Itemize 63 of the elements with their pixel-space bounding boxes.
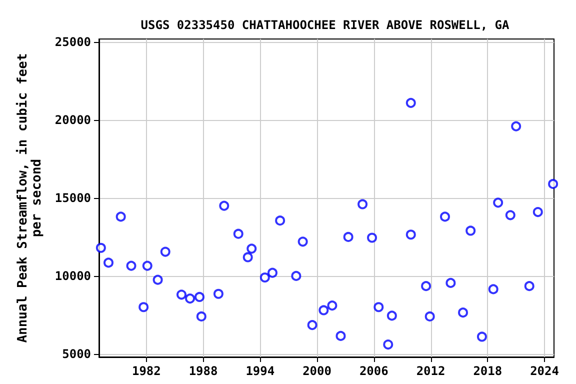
point <box>406 98 416 108</box>
point <box>446 278 456 288</box>
point <box>275 216 286 226</box>
x-tick-label: 2012 <box>416 364 446 378</box>
point <box>318 305 329 316</box>
point <box>185 294 196 304</box>
point <box>160 246 170 257</box>
x-tick-label: 1988 <box>188 364 218 378</box>
chart-title: USGS 02335450 CHATTAHOOCHEE RIVER ABOVE ROSWELL, GA <box>140 18 510 32</box>
point <box>327 300 338 311</box>
point <box>336 330 346 341</box>
point <box>358 199 368 210</box>
point <box>488 284 498 294</box>
point <box>383 340 394 350</box>
point <box>267 268 278 278</box>
point <box>260 272 270 282</box>
point <box>458 308 468 318</box>
point <box>246 244 257 254</box>
point <box>493 198 504 208</box>
point <box>233 228 244 239</box>
point <box>343 232 354 242</box>
point <box>152 274 163 285</box>
point <box>142 260 152 271</box>
y-tick-label: 10000 <box>54 268 92 283</box>
point <box>104 258 114 268</box>
y-tick-label: 15000 <box>54 191 92 205</box>
point <box>524 281 534 292</box>
point <box>406 230 416 240</box>
point <box>386 310 397 321</box>
point <box>194 292 204 302</box>
point <box>176 290 186 300</box>
point <box>219 200 230 211</box>
y-tick-label: 25000 <box>54 35 92 50</box>
point <box>440 212 450 222</box>
point <box>138 302 149 312</box>
x-tick-label: 1994 <box>246 364 275 378</box>
point <box>298 236 308 247</box>
point <box>126 260 136 271</box>
x-tick-label: 2000 <box>302 364 332 378</box>
x-tick-label: 2024 <box>530 364 559 378</box>
point <box>291 270 302 281</box>
x-tick-label: 2018 <box>473 364 502 378</box>
point <box>548 178 558 189</box>
point <box>116 212 126 222</box>
point <box>511 121 522 132</box>
point <box>466 226 476 236</box>
x-tick-label: 1982 <box>132 364 161 378</box>
point <box>374 302 384 312</box>
point <box>476 332 487 342</box>
point <box>505 210 516 220</box>
point <box>213 288 224 299</box>
point <box>532 207 543 218</box>
point <box>424 311 435 322</box>
point <box>367 232 378 243</box>
y-tick-label: 5000 <box>62 346 92 361</box>
point <box>421 281 432 292</box>
x-tick-label: 2006 <box>359 364 388 378</box>
point <box>307 320 318 330</box>
point <box>96 242 106 253</box>
point <box>242 252 253 262</box>
point <box>196 311 206 322</box>
y-tick-label: 20000 <box>54 113 92 128</box>
y-axis-title: Annual Peak Streamflow, in cubic feet per second <box>16 53 44 343</box>
